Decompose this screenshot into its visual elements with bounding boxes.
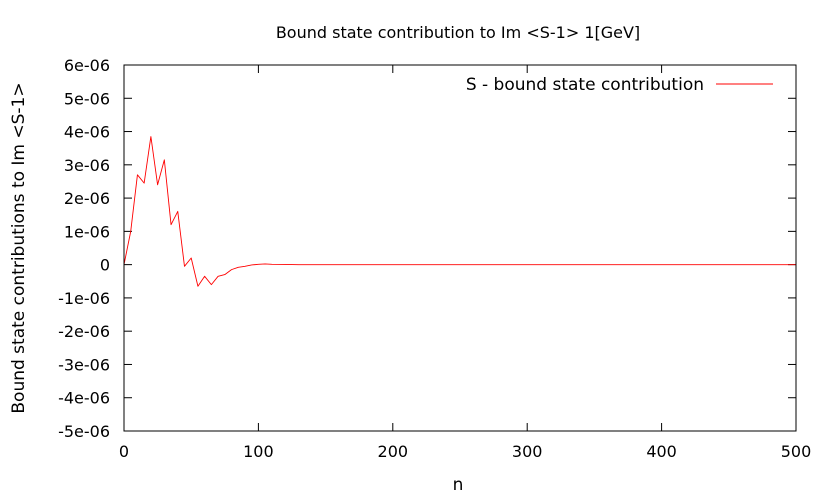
legend: S - bound state contribution (466, 75, 773, 95)
x-tick-label: 0 (119, 442, 129, 461)
y-tick-label: 5e-06 (64, 89, 110, 108)
y-tick-label: 1e-06 (64, 222, 110, 241)
legend-label: S - bound state contribution (466, 75, 704, 95)
y-tick-label: -3e-06 (58, 355, 110, 374)
x-tick-label: 300 (512, 442, 543, 461)
x-tick-label: 100 (243, 442, 274, 461)
x-tick-label: 200 (378, 442, 409, 461)
y-tick-label: 2e-06 (64, 189, 110, 208)
chart-title: Bound state contribution to Im <S-1> 1[G… (276, 23, 640, 42)
y-axis-label: Bound state contributions to Im <S-1> (9, 82, 29, 413)
series-line (123, 136, 796, 287)
y-tick-label: -2e-06 (58, 322, 110, 341)
x-tick-label: 500 (781, 442, 812, 461)
y-tick-label: -1e-06 (58, 289, 110, 308)
x-axis-label: n (453, 475, 464, 495)
y-tick-label: 4e-06 (64, 123, 110, 142)
y-tick-label: -4e-06 (58, 389, 110, 408)
plot-frame (123, 64, 797, 432)
ticks: -5e-06 -4e-06 -3e-06 -2e-06 -1e-06 0 1e-06 2e-0… (58, 56, 811, 461)
y-tick-label: 3e-06 (64, 156, 110, 175)
plot-area (123, 136, 796, 287)
x-tick-label: 400 (646, 442, 677, 461)
y-tick-label: 0 (100, 256, 110, 275)
y-tick-label: 6e-06 (64, 56, 110, 75)
y-tick-label: -5e-06 (58, 422, 110, 441)
